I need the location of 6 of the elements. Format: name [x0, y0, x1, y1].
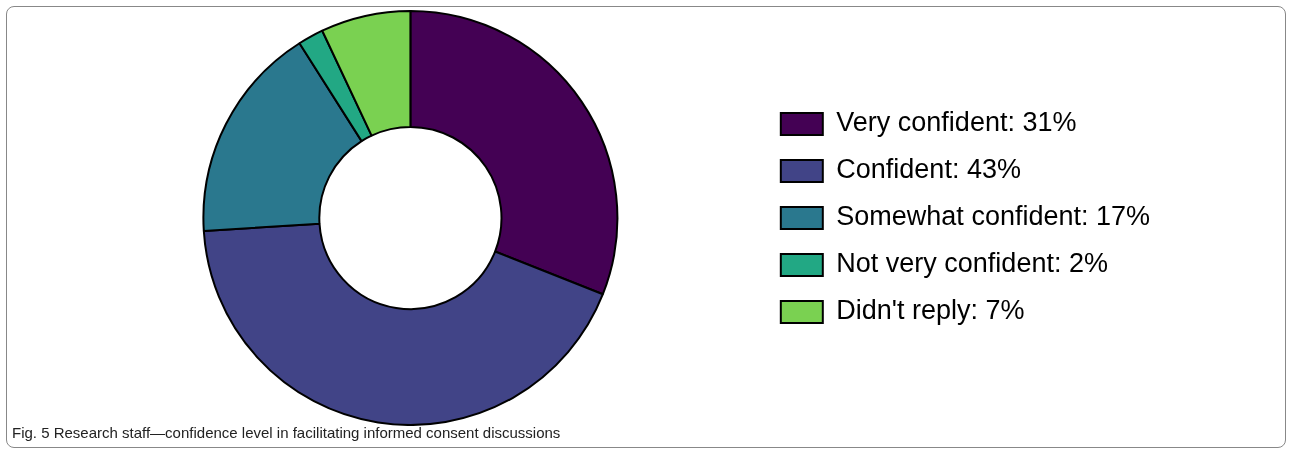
legend-label: Not very confident: 2% — [836, 248, 1108, 279]
caption: Fig. 5 Research staff—confidence level in facilitating informed consent discussions — [12, 424, 561, 441]
legend-label: Didn't reply: 7% — [836, 295, 1025, 326]
legend-label: Confident: 43% — [836, 154, 1021, 185]
legend-label: Very confident: 31% — [836, 107, 1077, 138]
legend-label: Somewhat confident: 17% — [836, 201, 1151, 232]
